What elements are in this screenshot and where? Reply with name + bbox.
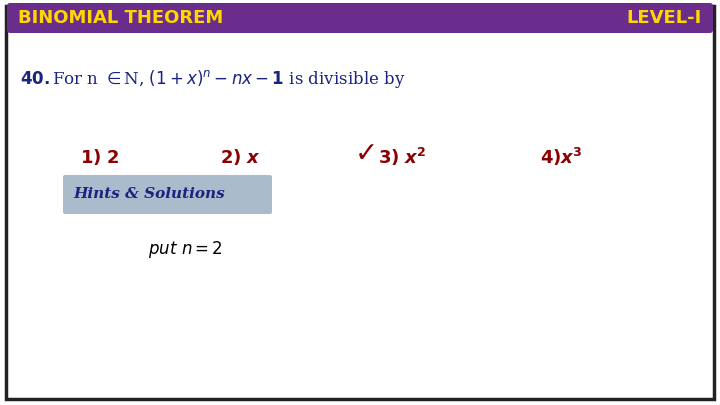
FancyBboxPatch shape	[63, 175, 272, 214]
Text: $\mathbf{3)}\ \boldsymbol{x}^{\mathbf{2}}$: $\mathbf{3)}\ \boldsymbol{x}^{\mathbf{2}…	[378, 146, 426, 168]
Text: $\mathbf{4)}\boldsymbol{x}^{\mathbf{3}}$: $\mathbf{4)}\boldsymbol{x}^{\mathbf{3}}$	[540, 146, 582, 168]
FancyBboxPatch shape	[7, 3, 713, 33]
Text: For n $\in$N, $(1+x)^{n}-nx-\mathbf{1}$ is divisible by: For n $\in$N, $(1+x)^{n}-nx-\mathbf{1}$ …	[52, 68, 405, 90]
Text: $\mathbf{1)}\ \mathbf{2}$: $\mathbf{1)}\ \mathbf{2}$	[80, 147, 120, 167]
Text: LEVEL-I: LEVEL-I	[626, 9, 702, 27]
Text: $\mathbf{40.}$: $\mathbf{40.}$	[20, 70, 50, 87]
Text: $put\ n = 2$: $put\ n = 2$	[148, 239, 223, 260]
Text: Hints & Solutions: Hints & Solutions	[73, 188, 225, 202]
Text: $\mathbf{2)}\ \boldsymbol{x}$: $\mathbf{2)}\ \boldsymbol{x}$	[220, 147, 261, 167]
Text: BINOMIAL THEOREM: BINOMIAL THEOREM	[18, 9, 223, 27]
Text: ✓: ✓	[355, 140, 378, 168]
